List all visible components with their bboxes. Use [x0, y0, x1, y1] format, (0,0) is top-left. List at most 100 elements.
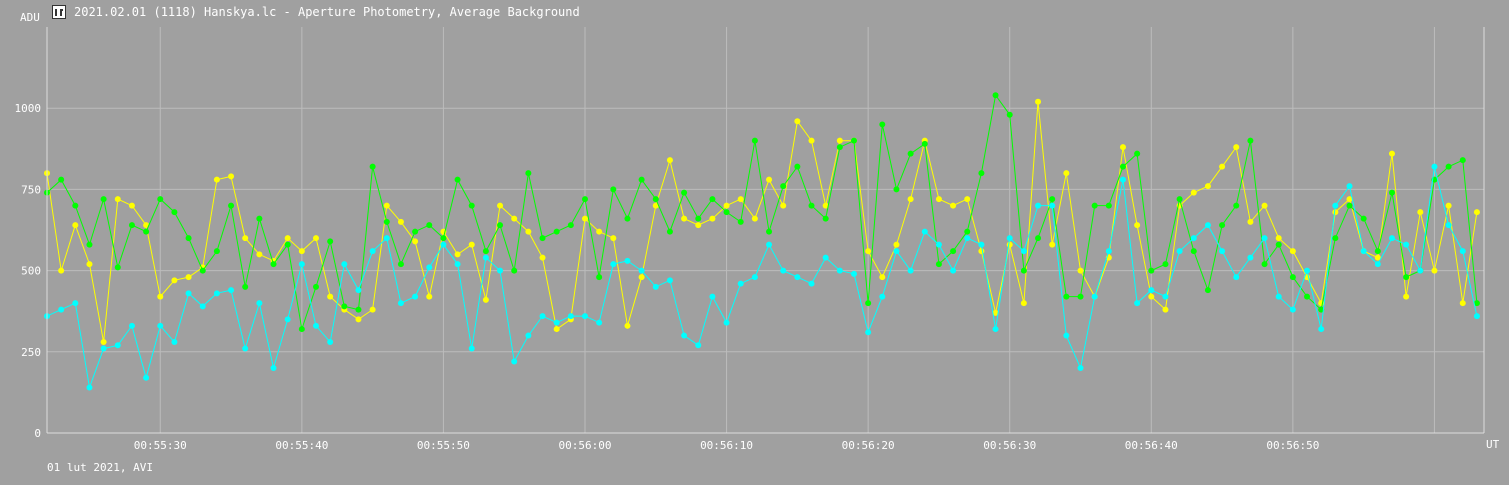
data-point	[482, 254, 489, 261]
data-point	[143, 374, 150, 381]
data-point	[921, 228, 928, 235]
data-point	[128, 202, 135, 209]
data-point	[1035, 202, 1042, 209]
data-point	[1035, 235, 1042, 242]
data-point	[228, 287, 235, 294]
data-point	[766, 228, 773, 235]
series-2	[44, 163, 1480, 391]
x-tick-label: 00:56:40	[1125, 439, 1178, 452]
data-point	[355, 306, 362, 313]
data-point	[213, 248, 220, 255]
data-point	[1304, 293, 1311, 300]
data-point	[100, 345, 107, 352]
series-layer	[44, 92, 1480, 391]
data-point	[1035, 98, 1042, 105]
data-point	[114, 196, 121, 203]
data-point	[1473, 300, 1480, 307]
x-tick-label: 00:55:40	[275, 439, 328, 452]
data-point	[397, 300, 404, 307]
data-point	[284, 241, 291, 248]
data-point	[426, 293, 433, 300]
data-point	[1162, 261, 1169, 268]
data-point	[1346, 183, 1353, 190]
data-point	[737, 196, 744, 203]
data-point	[341, 303, 348, 310]
data-point	[1403, 274, 1410, 281]
data-point	[355, 316, 362, 323]
data-point	[992, 326, 999, 333]
data-point	[128, 322, 135, 329]
data-point	[935, 261, 942, 268]
title-bar: 2021.02.01 (1118) Hanskya.lc - Aperture …	[52, 4, 580, 20]
data-point	[581, 215, 588, 222]
data-point	[638, 274, 645, 281]
data-point	[327, 238, 334, 245]
data-point	[836, 267, 843, 274]
data-point	[412, 228, 419, 235]
data-point	[1204, 222, 1211, 229]
data-point	[1332, 209, 1339, 216]
data-point	[383, 235, 390, 242]
data-point	[567, 313, 574, 320]
data-point	[199, 267, 206, 274]
data-point	[185, 290, 192, 297]
data-point	[86, 384, 93, 391]
data-point	[808, 137, 815, 144]
data-point	[709, 215, 716, 222]
data-point	[1332, 202, 1339, 209]
data-point	[1020, 300, 1027, 307]
data-point	[596, 319, 603, 326]
data-point	[978, 248, 985, 255]
data-point	[1459, 300, 1466, 307]
data-point	[879, 121, 886, 128]
data-point	[539, 235, 546, 242]
data-point	[681, 215, 688, 222]
data-point	[596, 228, 603, 235]
data-point	[1219, 248, 1226, 255]
data-point	[511, 215, 518, 222]
data-point	[794, 274, 801, 281]
data-point	[284, 316, 291, 323]
data-point	[850, 137, 857, 144]
data-point	[850, 270, 857, 277]
x-tick-label: 00:55:30	[134, 439, 187, 452]
light-curve-app-icon[interactable]	[52, 5, 66, 19]
x-tick-label: 00:56:50	[1266, 439, 1319, 452]
data-point	[780, 183, 787, 190]
data-point	[794, 163, 801, 170]
data-point	[1233, 202, 1240, 209]
x-tick-label: 00:56:30	[983, 439, 1036, 452]
data-point	[1190, 248, 1197, 255]
data-point	[412, 238, 419, 245]
data-point	[1261, 261, 1268, 268]
data-point	[539, 254, 546, 261]
data-point	[1445, 163, 1452, 170]
data-point	[454, 176, 461, 183]
y-tick-label: 750	[21, 183, 41, 196]
data-point	[1431, 267, 1438, 274]
data-point	[86, 241, 93, 248]
data-point	[1346, 196, 1353, 203]
data-point	[1360, 215, 1367, 222]
data-point	[1219, 163, 1226, 170]
data-point	[1289, 248, 1296, 255]
data-point	[525, 228, 532, 235]
data-point	[497, 202, 504, 209]
data-point	[652, 202, 659, 209]
data-point	[879, 293, 886, 300]
data-point	[327, 293, 334, 300]
data-point	[1176, 196, 1183, 203]
data-point	[978, 241, 985, 248]
data-point	[638, 267, 645, 274]
data-point	[935, 196, 942, 203]
data-point	[553, 326, 560, 333]
data-point	[270, 365, 277, 372]
data-point	[1148, 267, 1155, 274]
data-point	[355, 287, 362, 294]
data-point	[1417, 209, 1424, 216]
data-point	[100, 339, 107, 346]
data-point	[1049, 241, 1056, 248]
data-point	[1417, 267, 1424, 274]
data-point	[341, 261, 348, 268]
data-point	[624, 215, 631, 222]
